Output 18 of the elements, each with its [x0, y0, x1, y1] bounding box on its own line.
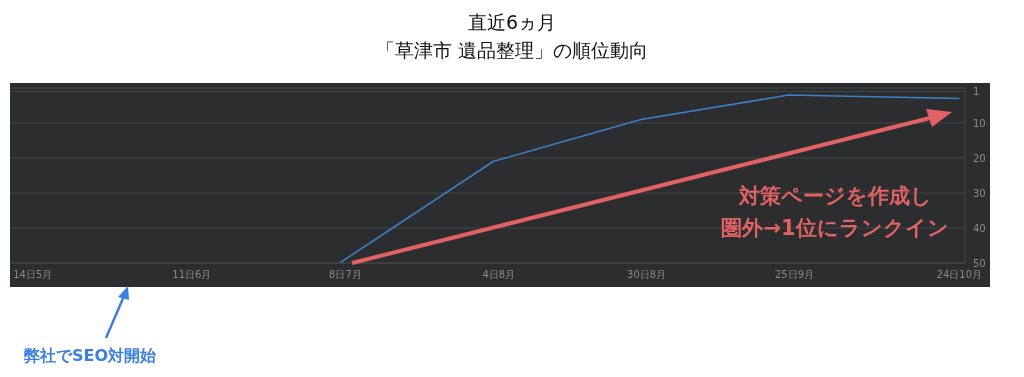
- x-tick-label: 25日9月: [774, 269, 815, 281]
- text: 弊社でSEO対開始: [24, 346, 157, 367]
- chart-subtitle: 「草津市 遺品整理」の順位動向: [374, 38, 649, 63]
- y-tick-label: 50: [973, 257, 986, 269]
- y-tick-label: 30: [973, 187, 986, 199]
- y-tick-label: 20: [973, 152, 986, 164]
- x-tick-label: 11日6月: [172, 269, 212, 281]
- y-tick-label: 1: [973, 86, 980, 98]
- x-tick-label: 4日8月: [482, 269, 516, 281]
- y-tick-label: 40: [973, 222, 986, 234]
- x-tick-label: 24日10月: [936, 269, 983, 281]
- x-tick-label: 8日7月: [329, 269, 362, 281]
- chart-title: 直近6ヵ月: [466, 10, 558, 35]
- x-tick-label: 30日8月: [627, 269, 667, 281]
- annotation: 圏外→1位にランクイン: [721, 216, 949, 240]
- y-tick-label: 10: [973, 117, 986, 129]
- x-tick-label: 14日5月: [13, 269, 53, 281]
- annotation: 対策ページを作成し: [738, 184, 932, 208]
